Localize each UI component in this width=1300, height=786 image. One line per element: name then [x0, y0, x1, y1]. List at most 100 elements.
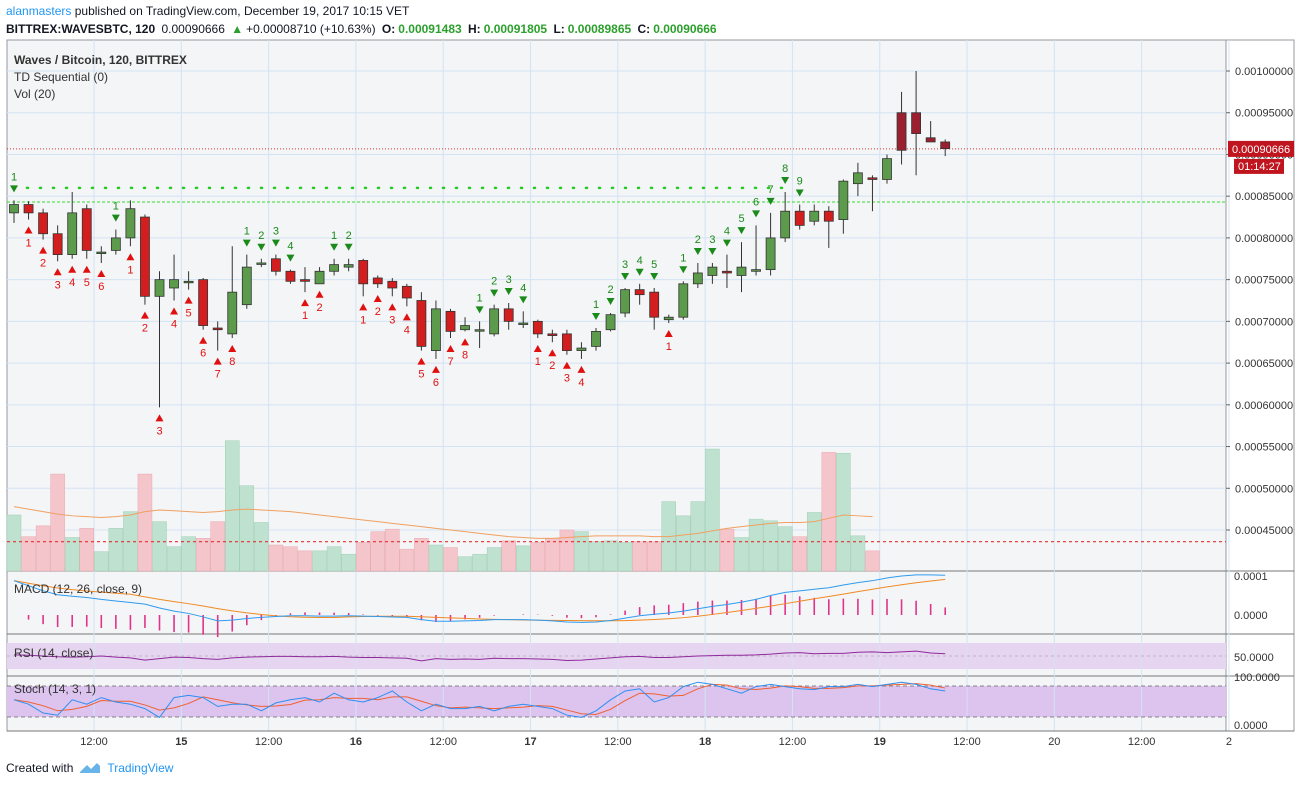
td-up-triangle-icon — [170, 307, 179, 315]
td-up-triangle-icon — [184, 296, 193, 304]
candle-body — [518, 322, 529, 325]
publish-info: published on TradingView.com, December 1… — [74, 4, 410, 18]
td-down-triangle-icon — [722, 239, 731, 247]
volume-bar — [195, 538, 211, 572]
td-sell-count: 7 — [215, 369, 221, 381]
td-down-triangle-icon — [504, 288, 513, 296]
td-down-triangle-icon — [111, 214, 120, 222]
candle-body — [52, 233, 63, 255]
td-sell-count: 4 — [69, 277, 75, 289]
candle-body — [474, 329, 485, 332]
volume-bar — [574, 531, 589, 572]
td-up-triangle-icon — [373, 294, 382, 302]
td-down-triangle-icon — [693, 247, 702, 255]
candle-body — [794, 210, 805, 226]
time-tick-label: 12:00 — [779, 736, 807, 748]
stoch-band — [7, 686, 1226, 717]
td-down-triangle-icon — [286, 254, 295, 262]
created-with-label: Created with — [6, 761, 74, 775]
td-down-triangle-icon — [330, 243, 339, 251]
time-tick-label: 12:00 — [429, 736, 457, 748]
td-up-triangle-icon — [53, 268, 62, 276]
high-value: 0.00091805 — [483, 22, 548, 36]
macd-tick-label: 0.0000 — [1234, 610, 1268, 622]
td-buy-count: 8 — [782, 163, 788, 175]
td-up-triangle-icon — [533, 345, 542, 353]
volume-bar — [457, 556, 473, 572]
author-link[interactable]: alanmasters — [6, 4, 72, 18]
td-buy-count: 1 — [593, 299, 599, 311]
volume-bar — [181, 536, 196, 572]
td-sell-count: 1 — [535, 356, 541, 368]
volume-bar — [64, 537, 80, 572]
td-sell-count: 5 — [418, 369, 424, 381]
td-up-triangle-icon — [446, 345, 455, 353]
candle-body — [460, 325, 470, 331]
candle-body — [81, 208, 92, 251]
volume-bar — [603, 540, 618, 572]
candle-body — [649, 291, 660, 318]
volume-bar — [152, 521, 167, 572]
td-down-triangle-icon — [752, 210, 761, 218]
volume-bar — [530, 542, 546, 572]
candle-body — [23, 204, 34, 214]
last-price: 0.00090666 — [161, 22, 225, 36]
volume-bar — [690, 501, 706, 572]
candle-body — [9, 204, 19, 214]
volume-bar — [370, 531, 385, 572]
candle-body — [678, 283, 689, 318]
candle-body — [867, 177, 878, 180]
volume-bar — [254, 522, 269, 572]
td-buy-count: 3 — [506, 274, 512, 286]
volume-bar — [719, 528, 735, 572]
candle-body — [329, 264, 340, 272]
td-down-triangle-icon — [242, 239, 251, 247]
candle-body — [838, 180, 849, 220]
td-up-triangle-icon — [461, 338, 470, 346]
td-sell-count: 1 — [666, 341, 672, 353]
td-sell-count: 1 — [25, 238, 31, 250]
td-buy-count: 2 — [695, 234, 701, 246]
candle-body — [140, 216, 150, 297]
tradingview-link[interactable]: TradingView — [107, 761, 174, 775]
td-down-triangle-icon — [795, 189, 804, 197]
td-up-triangle-icon — [155, 414, 164, 422]
time-tick-label: 2 — [1226, 736, 1232, 748]
td-sell-count: 6 — [98, 281, 104, 293]
countdown-tag — [1234, 158, 1284, 174]
candle-body — [896, 112, 907, 151]
price-tick-label: 0.00055000 — [1235, 442, 1293, 454]
td-buy-count: 4 — [287, 241, 293, 253]
rsi-legend: RSI (14, close) — [14, 646, 93, 660]
td-up-triangle-icon — [199, 336, 208, 344]
td-up-triangle-icon — [213, 357, 222, 365]
macd-line — [13, 574, 946, 623]
td-sell-count: 2 — [549, 360, 555, 372]
change-value: +0.00008710 (+10.63%) — [246, 22, 376, 36]
price-tick-label: 0.00065000 — [1235, 358, 1293, 370]
macd-tick-label: 0.0001 — [1234, 571, 1268, 583]
close-label: C: — [637, 22, 651, 36]
candle-body — [110, 237, 121, 251]
candle-body — [634, 289, 645, 296]
td-buy-count: 7 — [768, 184, 774, 196]
price-tick-label: 0.00085000 — [1235, 191, 1293, 203]
last-price-tag — [1228, 140, 1294, 157]
td-down-triangle-icon — [257, 243, 266, 251]
open-label: O: — [381, 22, 396, 36]
candle-body — [431, 308, 441, 351]
candle-body — [692, 272, 703, 285]
volume-bar — [6, 514, 22, 572]
td-up-triangle-icon — [82, 265, 91, 273]
candle-body — [503, 308, 514, 322]
time-tick-label: 16 — [350, 736, 362, 748]
symbol-label: BITTREX:WAVESBTC, 120 — [6, 22, 156, 36]
td-up-triangle-icon — [126, 253, 135, 261]
volume-bar — [777, 526, 793, 572]
candle-body — [576, 347, 587, 351]
td-buy-count: 2 — [491, 276, 497, 288]
volume-bar — [297, 550, 313, 572]
legend-item: Vol (20) — [14, 87, 55, 101]
td-down-triangle-icon — [621, 272, 630, 280]
